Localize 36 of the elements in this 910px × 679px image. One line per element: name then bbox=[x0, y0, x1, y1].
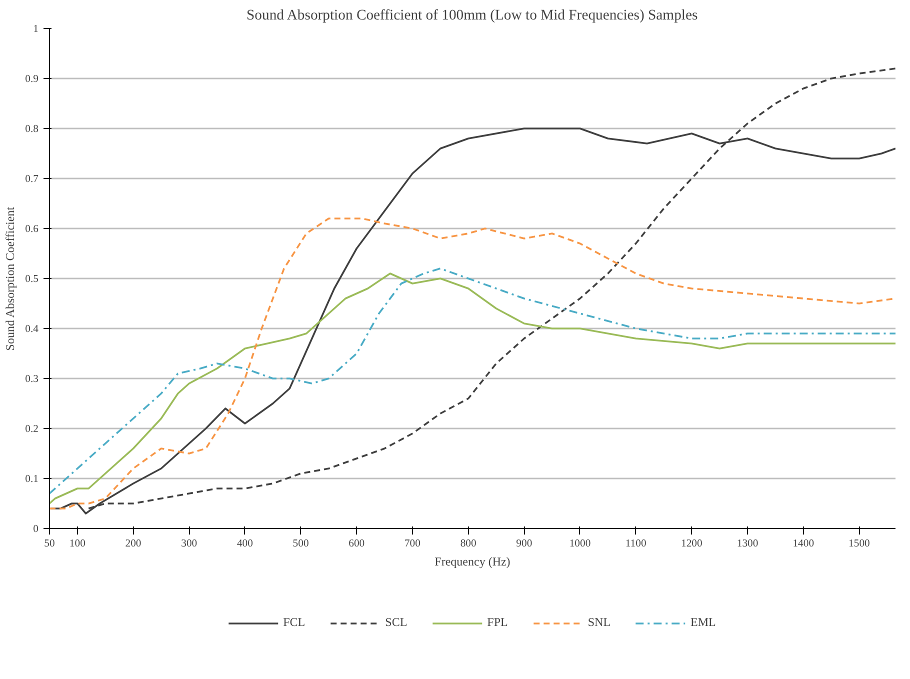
y-tick-label: 1 bbox=[33, 24, 38, 35]
chart-title: Sound Absorption Coefficient of 100mm (Low to Mid Frequencies) Samples bbox=[246, 8, 698, 24]
legend-label: SNL bbox=[588, 615, 611, 630]
x-tick-label: 1500 bbox=[848, 538, 870, 550]
y-axis-title: Sound Absorption Coefficient bbox=[3, 206, 18, 351]
x-tick-label: 1100 bbox=[625, 538, 646, 550]
y-tick-label: 0.9 bbox=[25, 74, 39, 85]
x-tick-label: 300 bbox=[181, 538, 198, 550]
legend-label: FPL bbox=[487, 615, 508, 630]
y-tick-label: 0.1 bbox=[25, 474, 39, 485]
y-tick-label: 0.5 bbox=[25, 274, 39, 285]
y-tick-label: 0.4 bbox=[25, 324, 40, 335]
x-tick-label: 800 bbox=[460, 538, 476, 550]
legend-label: EML bbox=[690, 615, 716, 630]
x-tick-label: 500 bbox=[292, 538, 309, 550]
x-tick-label: 200 bbox=[125, 538, 142, 550]
legend-label: FCL bbox=[283, 615, 306, 630]
x-tick-label: 400 bbox=[236, 538, 253, 550]
y-tick-label: 0.8 bbox=[25, 124, 39, 135]
x-tick-label: 700 bbox=[404, 538, 420, 550]
x-tick-label: 1000 bbox=[569, 538, 591, 550]
x-tick-label: 50 bbox=[44, 538, 55, 550]
x-tick-label: 1200 bbox=[681, 538, 702, 550]
x-tick-label: 1300 bbox=[736, 538, 758, 550]
legend-label: SCL bbox=[385, 615, 408, 630]
x-tick-label: 600 bbox=[348, 538, 365, 550]
x-axis-title: Frequency (Hz) bbox=[434, 554, 510, 568]
x-tick-label: 100 bbox=[69, 538, 86, 550]
y-tick-label: 0.2 bbox=[25, 424, 39, 435]
x-tick-label: 1400 bbox=[792, 538, 814, 550]
y-tick-label: 0 bbox=[33, 524, 38, 535]
y-tick-label: 0.6 bbox=[25, 224, 40, 235]
y-tick-label: 0.7 bbox=[25, 174, 40, 185]
line-series bbox=[50, 218, 896, 510]
x-tick-label: 900 bbox=[516, 538, 532, 550]
y-tick-label: 0.3 bbox=[25, 374, 39, 385]
